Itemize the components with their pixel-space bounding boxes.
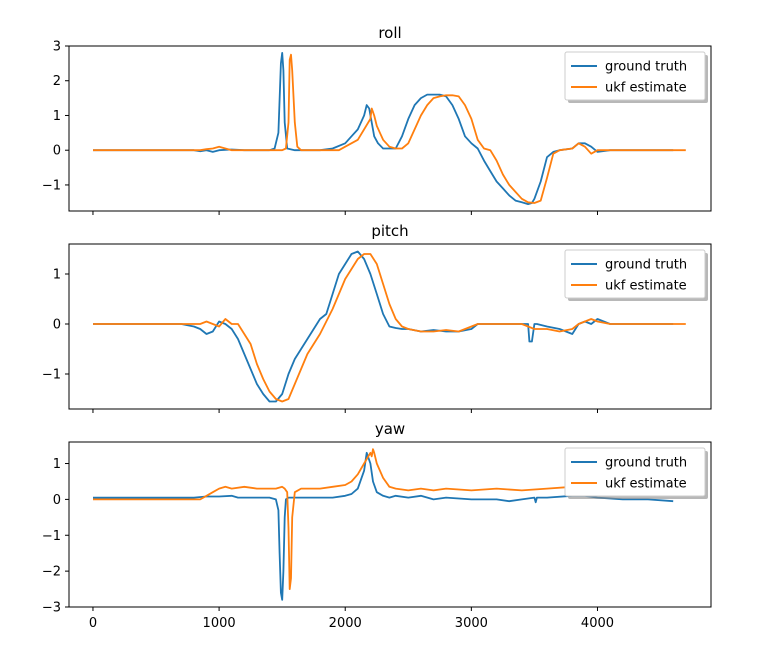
roll-legend: ground truth ukf estimate [564, 51, 708, 103]
pitch-series-ukf-estimate [93, 253, 686, 403]
legend-label-ukf-estimate: ukf estimate [605, 477, 687, 492]
pitch-title: pitch [371, 222, 408, 240]
roll-ytick-label: 2 [53, 74, 61, 89]
yaw-xtick-label: 4000 [581, 616, 614, 631]
pitch-ytick-label: −1 [42, 368, 61, 383]
pitch-series-ground-truth [93, 250, 674, 403]
yaw-xtick-label: 0 [89, 616, 97, 631]
roll-subplot: roll −1 0 1 2 3 ground truth ukf estimate [42, 24, 712, 215]
roll-ytick-label: 3 [53, 40, 61, 55]
roll-axes-frame [68, 45, 712, 212]
roll-ytick-label: 1 [53, 109, 61, 124]
yaw-xtick-label: 3000 [455, 616, 488, 631]
yaw-xtick-label: 1000 [203, 616, 236, 631]
pitch-subplot: pitch −1 0 1 ground truth ukf estimate [42, 222, 712, 413]
yaw-ytick-label: 1 [53, 457, 61, 472]
roll-ytick-label: 0 [53, 144, 61, 159]
roll-title: roll [378, 24, 401, 42]
roll-ytick-label: −1 [42, 178, 61, 193]
yaw-series-ukf-estimate [93, 448, 686, 590]
legend-label-ground-truth: ground truth [605, 60, 687, 75]
yaw-ytick-label: −2 [42, 565, 61, 580]
pitch-ytick-label: 1 [53, 268, 61, 283]
yaw-ytick-label: 0 [53, 493, 61, 508]
yaw-ytick-label: −1 [42, 529, 61, 544]
legend-label-ground-truth: ground truth [605, 258, 687, 273]
roll-series-ukf-estimate [93, 53, 686, 204]
pitch-legend: ground truth ukf estimate [564, 249, 708, 301]
legend-label-ukf-estimate: ukf estimate [605, 279, 687, 294]
yaw-xtick-label: 2000 [329, 616, 362, 631]
legend-label-ukf-estimate: ukf estimate [605, 81, 687, 96]
yaw-ytick-label: −3 [42, 601, 61, 616]
yaw-title: yaw [375, 420, 405, 438]
yaw-legend: ground truth ukf estimate [564, 447, 708, 499]
pitch-ytick-label: 0 [53, 318, 61, 333]
yaw-subplot: yaw −3 −2 −1 0 1 0 1000 2000 3000 4000 ground truth… [42, 420, 712, 631]
yaw-axes-frame [68, 441, 712, 608]
pitch-axes-frame [68, 243, 712, 410]
legend-label-ground-truth: ground truth [605, 456, 687, 471]
